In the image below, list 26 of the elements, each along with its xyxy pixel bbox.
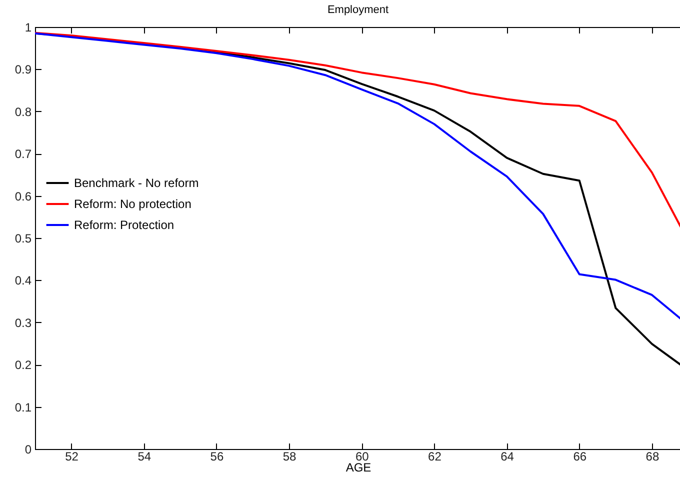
x-tick-label: 62 bbox=[428, 450, 442, 464]
y-tick-label: 1 bbox=[24, 20, 32, 34]
y-tick-label: 0.5 bbox=[14, 232, 32, 246]
y-tick-label: 0.1 bbox=[14, 400, 32, 414]
y-tick-label: 0.4 bbox=[14, 274, 32, 288]
x-axis-title: AGE bbox=[346, 460, 372, 474]
x-tick-label: 52 bbox=[65, 450, 79, 464]
x-tick-label: 64 bbox=[500, 450, 514, 464]
y-tick-label: 0.6 bbox=[14, 189, 32, 204]
x-tick-label: 58 bbox=[282, 450, 297, 464]
y-tick-label: 0.9 bbox=[14, 62, 32, 77]
legend-label: Benchmark - No reform bbox=[74, 176, 199, 190]
legend-label: Reform: Protection bbox=[74, 218, 174, 232]
y-tick-label: 0.3 bbox=[14, 316, 32, 330]
x-tick-label: 54 bbox=[138, 450, 152, 464]
x-tick-label: 60 bbox=[355, 450, 370, 464]
y-tick-label: 0.7 bbox=[14, 147, 32, 162]
chart-title: Employment bbox=[327, 4, 389, 16]
y-tick-label: 0.2 bbox=[14, 358, 32, 372]
x-tick-label: 66 bbox=[573, 450, 587, 464]
legend-label: Reform: No protection bbox=[74, 196, 192, 211]
x-tick-label: 68 bbox=[646, 450, 660, 464]
line-series bbox=[35, 32, 680, 228]
y-tick-label: 0.8 bbox=[14, 104, 32, 119]
y-tick-label: 0 bbox=[24, 442, 32, 456]
x-tick-label: 56 bbox=[210, 450, 224, 464]
